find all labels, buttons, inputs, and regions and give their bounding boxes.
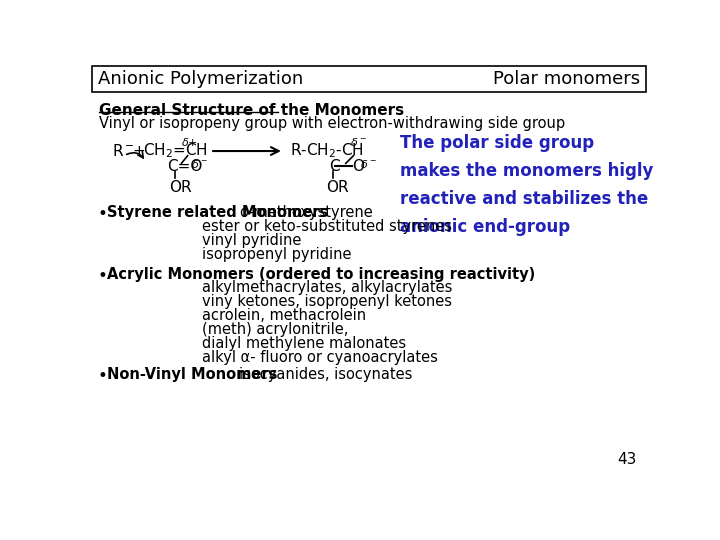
Text: Acrylic Monomers (ordered to increasing reactivity): Acrylic Monomers (ordered to increasing … <box>107 267 535 281</box>
Text: $\delta^-$: $\delta^-$ <box>350 136 366 148</box>
Text: alkyl α- fluoro or cyanoacrylates: alkyl α- fluoro or cyanoacrylates <box>202 350 438 364</box>
Text: ester or keto-substituted styrenes: ester or keto-substituted styrenes <box>202 219 452 234</box>
Text: isocyanides, isocynates: isocyanides, isocynates <box>239 367 412 382</box>
Text: OR: OR <box>169 180 192 195</box>
Text: Non-Vinyl Monomers: Non-Vinyl Monomers <box>107 367 277 382</box>
Text: Vinyl or isopropeny group with electron-withdrawing side group: Vinyl or isopropeny group with electron-… <box>99 116 565 131</box>
Text: $\delta^-$: $\delta^-$ <box>191 158 207 170</box>
Text: $\delta^-$: $\delta^-$ <box>360 158 377 170</box>
Text: $\delta$+: $\delta$+ <box>181 136 199 148</box>
Text: •: • <box>98 267 107 285</box>
Text: dialyl methylene malonates: dialyl methylene malonates <box>202 336 407 351</box>
Text: viny ketones, isopropenyl ketones: viny ketones, isopropenyl ketones <box>202 294 452 309</box>
Text: alkylmethacrylates, alkylacrylates: alkylmethacrylates, alkylacrylates <box>202 280 453 295</box>
Text: C=O: C=O <box>168 159 203 174</box>
Text: R-CH$_2$-CH: R-CH$_2$-CH <box>290 141 364 160</box>
FancyBboxPatch shape <box>91 66 647 92</box>
Text: (meth) acrylonitrile,: (meth) acrylonitrile, <box>202 322 348 337</box>
Text: OR: OR <box>326 180 349 195</box>
Text: O: O <box>352 159 364 174</box>
Text: vinyl pyridine: vinyl pyridine <box>202 233 302 248</box>
Text: •: • <box>98 367 107 384</box>
Text: isopropenyl pyridine: isopropenyl pyridine <box>202 247 352 261</box>
Text: •: • <box>98 205 107 223</box>
Text: Styrene related Monomers: Styrene related Monomers <box>107 205 328 220</box>
Text: 43: 43 <box>617 452 636 467</box>
Text: Polar monomers: Polar monomers <box>493 70 640 89</box>
FancyArrowPatch shape <box>127 152 143 158</box>
Text: o-methoxystyrene: o-methoxystyrene <box>239 205 372 220</box>
Text: The polar side group
makes the monomers higly
reactive and stabilizes the
anioni: The polar side group makes the monomers … <box>400 134 653 235</box>
Text: acrolein, methacrolein: acrolein, methacrolein <box>202 308 366 323</box>
Text: R$^-$: R$^-$ <box>112 143 135 159</box>
Text: Anionic Polymerization: Anionic Polymerization <box>98 70 303 89</box>
Text: +: + <box>132 144 145 159</box>
Text: CH$_2$=CH: CH$_2$=CH <box>143 141 207 160</box>
Text: C: C <box>329 159 339 174</box>
Text: General Structure of the Monomers: General Structure of the Monomers <box>99 103 405 118</box>
